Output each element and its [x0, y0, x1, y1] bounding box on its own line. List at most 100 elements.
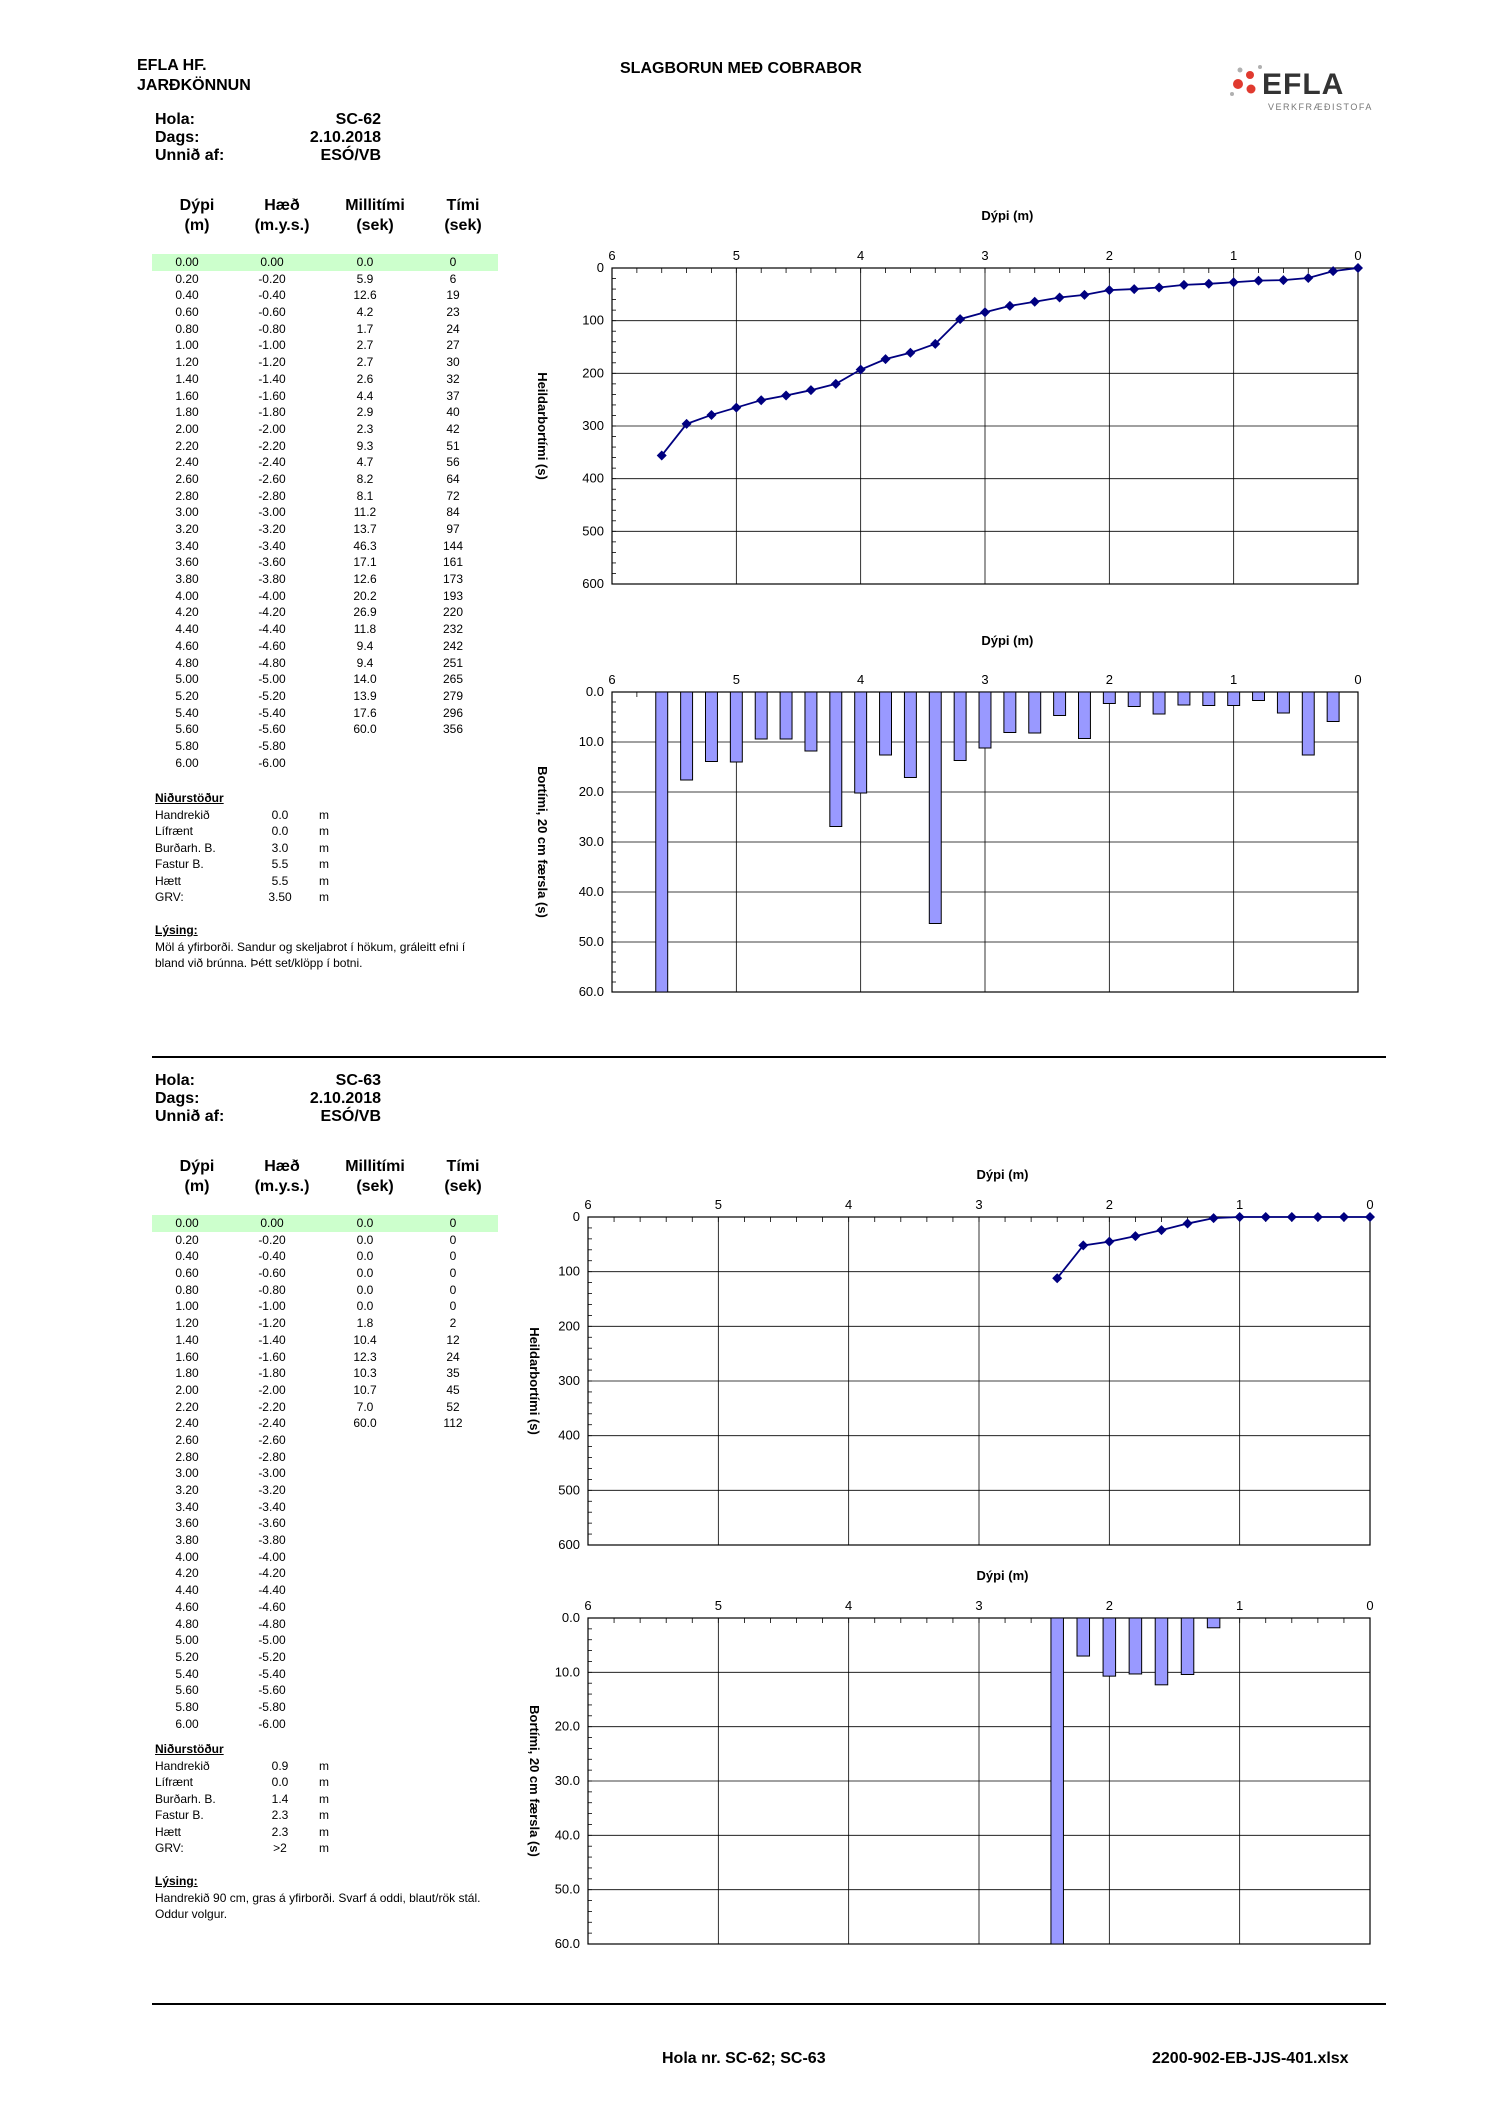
data-point [1286, 1212, 1297, 1222]
table-cell: 1.40 [175, 371, 199, 386]
hola-label: Hola: [155, 111, 195, 128]
table-cell: -3.80 [258, 572, 286, 587]
table-cell [322, 1515, 408, 1532]
y-tick-label: 100 [582, 313, 604, 328]
result-unit: m [319, 1841, 329, 1855]
table-row: 5.20 -5.20 13.9 279 [152, 688, 498, 705]
bar [1102, 691, 1116, 704]
table-cell: 0 [449, 1216, 457, 1230]
table-cell: 12.6 [353, 572, 377, 587]
table-cell: -6.00 [258, 755, 286, 770]
hole-2-by: ESÓ/VB [320, 1108, 381, 1125]
table-row: 5.60 -5.60 [152, 1682, 498, 1699]
table-row: 3.00 -3.00 [152, 1465, 498, 1482]
table-row: 2.60 -2.60 8.2 64 [152, 471, 498, 488]
x-tick-label: 3 [975, 1598, 982, 1613]
table-row: 0.00 0.00 0.0 0 [152, 254, 498, 271]
table-cell: 3.80 [175, 572, 199, 587]
table-cell: -1.00 [258, 338, 286, 353]
result-value: 3.50 [268, 890, 292, 904]
col-interval-label: Millitími [345, 1158, 405, 1175]
x-tick-label: 5 [715, 1197, 722, 1212]
table-cell: 46.3 [353, 538, 377, 553]
table-cell: -1.40 [258, 371, 286, 386]
table-cell: 60.0 [353, 722, 377, 737]
table-cell: 4.80 [175, 1616, 199, 1631]
table-cell: -3.60 [258, 555, 286, 570]
table-cell: 52 [446, 1399, 460, 1414]
table-row: 4.60 -4.60 [152, 1599, 498, 1616]
table-cell: -6.00 [258, 1716, 286, 1731]
table-row: 0.60 -0.60 4.2 23 [152, 304, 498, 321]
table-cell: -2.60 [258, 471, 286, 486]
hole-2-info: Hola: SC-63 Dags: 2.10.2018 Unnið af: ESÓ/V… [155, 1072, 381, 1126]
data-point [1312, 1212, 1323, 1222]
unnid-label: Unnið af: [155, 147, 225, 164]
table-cell [322, 1616, 408, 1633]
result-row: Fastur B. 2.3 m [155, 1807, 349, 1824]
table-cell [322, 1699, 408, 1716]
data-point [1353, 263, 1363, 273]
unnid-label: Unnið af: [155, 1108, 225, 1125]
table-row: 4.40 -4.40 [152, 1582, 498, 1599]
hole-2-interval-time-chart: 0.0 10.0 20.0 30.0 40.0 50.0 60.0 6 5 4 3 2 1 0 Dýpi (… [527, 1568, 1374, 1951]
data-point [706, 409, 717, 420]
table-cell: 3.20 [175, 522, 199, 536]
hole-2-date: 2.10.2018 [309, 1090, 381, 1107]
table-cell: -3.80 [258, 1533, 286, 1548]
result-row: Lífrænt 0.0 m [155, 1774, 349, 1791]
table-cell: 26.9 [353, 605, 377, 620]
result-label: Lífrænt [155, 1775, 194, 1789]
table-cell [408, 1515, 498, 1532]
table-cell: -4.20 [258, 1566, 286, 1581]
table-cell: 5.00 [175, 1633, 199, 1648]
table-cell: 0.40 [175, 288, 199, 303]
table-cell: 12.3 [353, 1349, 377, 1364]
table-cell: 5.60 [175, 1683, 199, 1698]
table-cell [322, 1632, 408, 1649]
result-row: GRV: 3.50 m [155, 889, 349, 906]
result-row: Burðarh. B. 1.4 m [155, 1791, 349, 1808]
table-row: 4.40 -4.40 11.8 232 [152, 621, 498, 638]
table-cell: -5.00 [258, 1633, 286, 1648]
result-unit: m [319, 1775, 329, 1789]
x-tick-label: 3 [981, 672, 988, 687]
result-unit: m [319, 824, 329, 838]
table-cell: 0 [449, 1232, 457, 1247]
table-row: 5.00 -5.00 [152, 1632, 498, 1649]
table-cell: 5.40 [175, 705, 199, 720]
table-cell [322, 1599, 408, 1616]
y-tick-label: 600 [558, 1537, 580, 1552]
result-row: Hætt 2.3 m [155, 1824, 349, 1841]
logo-dots-icon [1230, 65, 1262, 96]
x-tick-label: 5 [733, 248, 740, 263]
table-cell: -3.20 [258, 1483, 286, 1497]
table-cell: -3.00 [258, 1466, 286, 1481]
result-value: >2 [273, 1841, 287, 1855]
y-tick-label: 10.0 [579, 734, 604, 749]
bar [854, 691, 868, 794]
table-cell: 3.80 [175, 1533, 199, 1548]
dags-label: Dags: [155, 1090, 200, 1107]
table-cell [322, 1666, 408, 1683]
table-cell: 1.7 [356, 321, 374, 336]
table-cell: -2.40 [258, 455, 286, 470]
table-cell: 0.60 [175, 1266, 199, 1281]
table-cell: 265 [442, 672, 464, 687]
table-cell: 0 [449, 1299, 457, 1314]
bar [1076, 1617, 1091, 1657]
bar [903, 691, 917, 778]
table-cell [408, 1699, 498, 1716]
data-point [855, 364, 866, 375]
table-row: 0.20 -0.20 0.0 0 [152, 1232, 498, 1249]
bar [754, 691, 768, 740]
result-label: Lífrænt [155, 824, 194, 838]
table-row: 2.80 -2.80 [152, 1449, 498, 1466]
table-cell: -5.60 [258, 722, 286, 737]
table-cell: 2.40 [175, 455, 199, 470]
bar [1326, 691, 1340, 722]
table-cell: 0.80 [175, 1282, 199, 1297]
result-value: 5.5 [271, 857, 289, 871]
x-tick-label: 6 [608, 248, 615, 263]
table-cell [408, 1716, 498, 1733]
